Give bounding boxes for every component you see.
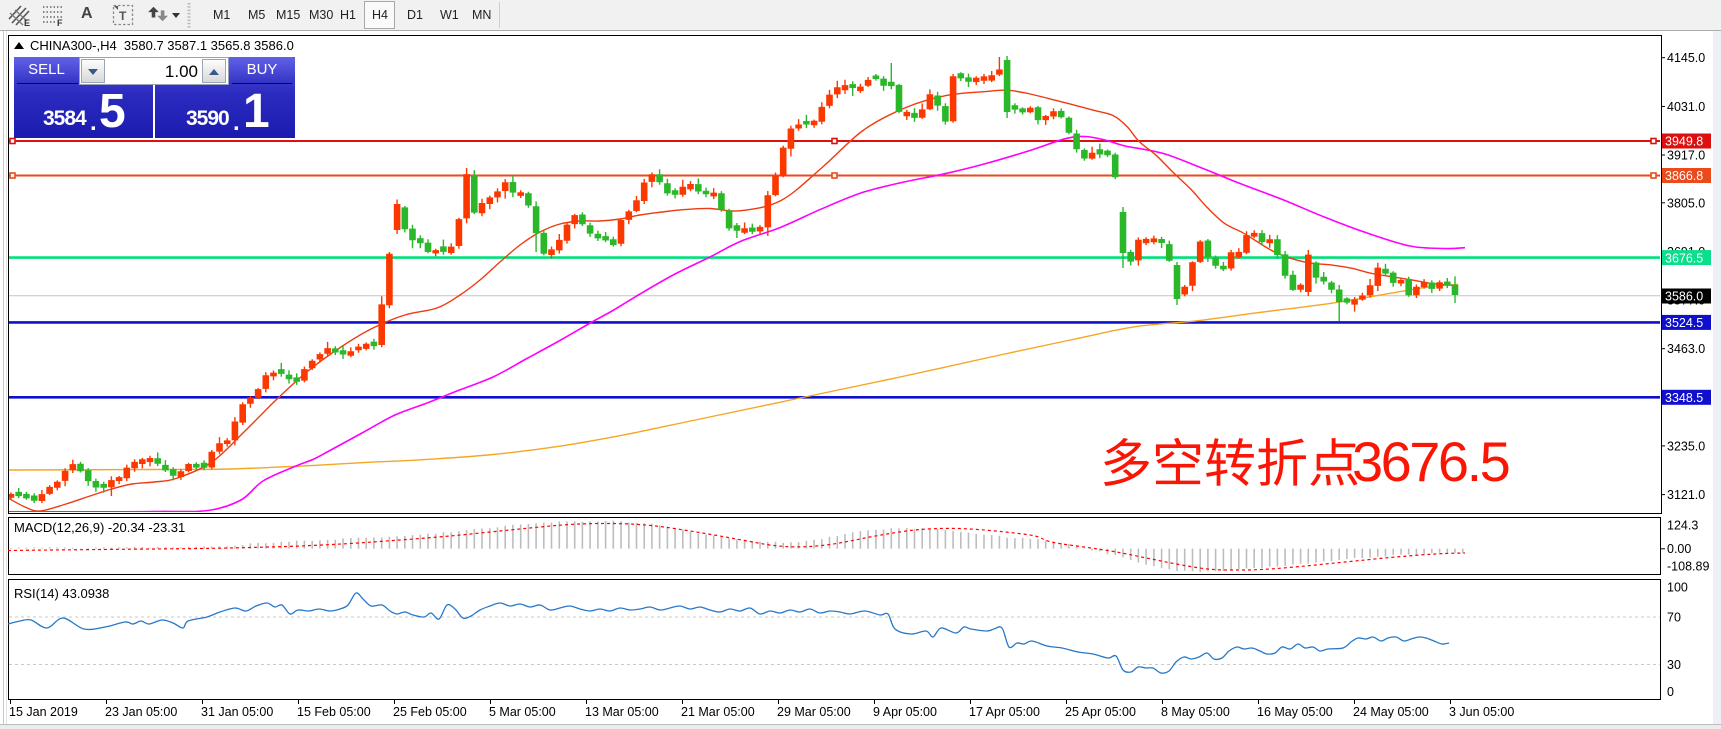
svg-text:31 Jan 05:00: 31 Jan 05:00	[201, 705, 273, 719]
svg-text:23 Jan 05:00: 23 Jan 05:00	[105, 705, 177, 719]
svg-text:15 Jan 2019: 15 Jan 2019	[9, 705, 78, 719]
svg-text:3676.5: 3676.5	[1665, 251, 1703, 265]
svg-text:F: F	[57, 18, 63, 27]
svg-text:70: 70	[1667, 611, 1681, 625]
svg-text:16 May 05:00: 16 May 05:00	[1257, 705, 1333, 719]
svg-text:124.3: 124.3	[1667, 519, 1698, 533]
svg-text:25 Feb 05:00: 25 Feb 05:00	[393, 705, 467, 719]
svg-text:21 Mar 05:00: 21 Mar 05:00	[681, 705, 755, 719]
svg-text:29 Mar 05:00: 29 Mar 05:00	[777, 705, 851, 719]
svg-text:3949.8: 3949.8	[1665, 135, 1703, 149]
svg-text:0.00: 0.00	[1667, 542, 1691, 556]
svg-text:E: E	[24, 18, 30, 27]
svg-text:3463.0: 3463.0	[1667, 342, 1705, 356]
svg-text:4031.0: 4031.0	[1667, 100, 1705, 114]
svg-text:13 Mar 05:00: 13 Mar 05:00	[585, 705, 659, 719]
svg-text:RSI(14) 43.0938: RSI(14) 43.0938	[14, 586, 109, 601]
svg-text:T: T	[119, 9, 127, 23]
svg-text:8 May 05:00: 8 May 05:00	[1161, 705, 1230, 719]
svg-text:3676.5: 3676.5	[1352, 430, 1509, 493]
svg-text:17 Apr 05:00: 17 Apr 05:00	[969, 705, 1040, 719]
svg-text:3348.5: 3348.5	[1665, 391, 1703, 405]
svg-text:24 May 05:00: 24 May 05:00	[1353, 705, 1429, 719]
svg-text:3917.0: 3917.0	[1667, 149, 1705, 163]
svg-text:-108.89: -108.89	[1667, 560, 1709, 574]
svg-text:3586.0: 3586.0	[1665, 290, 1703, 304]
svg-text:CHINA300-,H4 3580.7 3587.1 35: CHINA300-,H4 3580.7 3587.1 3565.8 3586.0	[30, 38, 294, 53]
svg-text:5 Mar 05:00: 5 Mar 05:00	[489, 705, 556, 719]
svg-text:15 Feb 05:00: 15 Feb 05:00	[297, 705, 371, 719]
svg-text:3235.0: 3235.0	[1667, 439, 1705, 453]
svg-text:25 Apr 05:00: 25 Apr 05:00	[1065, 705, 1136, 719]
svg-text:100: 100	[1667, 581, 1688, 595]
svg-text:9 Apr 05:00: 9 Apr 05:00	[873, 705, 937, 719]
svg-text:0: 0	[1667, 685, 1674, 699]
svg-text:MACD(12,26,9) -20.34 -23.31: MACD(12,26,9) -20.34 -23.31	[14, 520, 185, 535]
svg-text:4145.0: 4145.0	[1667, 51, 1705, 65]
svg-text:3121.0: 3121.0	[1667, 488, 1705, 502]
svg-text:3 Jun 05:00: 3 Jun 05:00	[1449, 705, 1514, 719]
svg-text:30: 30	[1667, 658, 1681, 672]
svg-text:3524.5: 3524.5	[1665, 316, 1703, 330]
svg-text:3805.0: 3805.0	[1667, 196, 1705, 210]
svg-text:3866.8: 3866.8	[1665, 169, 1703, 183]
